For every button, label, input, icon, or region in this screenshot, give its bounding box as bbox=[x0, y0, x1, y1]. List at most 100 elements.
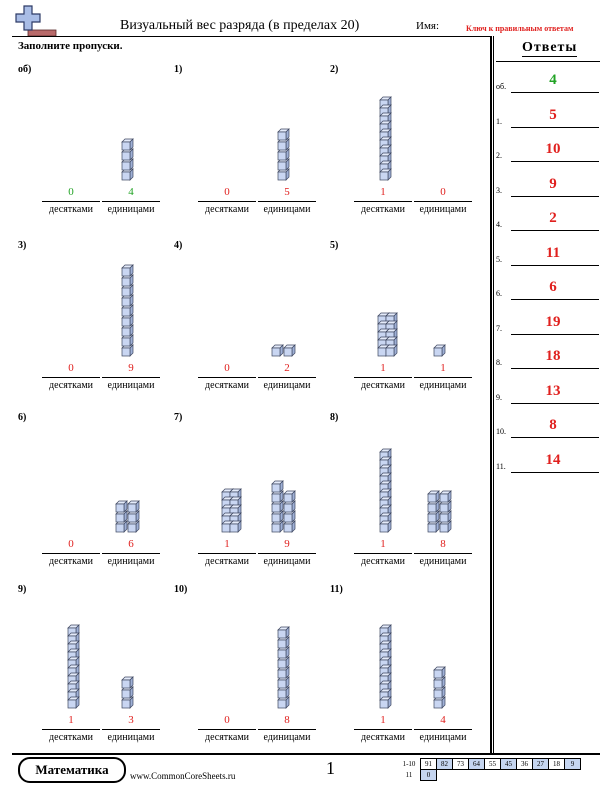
score-cell-empty bbox=[485, 770, 501, 781]
problem-number: 3) bbox=[18, 240, 27, 251]
score-cell: 0 bbox=[420, 769, 437, 781]
ones-answer-line bbox=[102, 553, 160, 554]
tens-answer-line bbox=[42, 201, 100, 202]
answer-key-number: 9. bbox=[496, 392, 502, 402]
answer-key-number: 8. bbox=[496, 358, 502, 367]
tens-answer-line bbox=[42, 729, 100, 730]
answer-key-divider bbox=[496, 61, 600, 62]
answer-key-value: 14 bbox=[545, 451, 561, 468]
page-number: 1 bbox=[326, 758, 335, 778]
ones-label: единицами bbox=[419, 380, 467, 391]
answer-key-line bbox=[511, 402, 599, 404]
score-cell: 36 bbox=[516, 758, 533, 770]
score-cell: 91 bbox=[420, 758, 437, 770]
tens-answer: 1 bbox=[380, 362, 386, 374]
ones-answer-line bbox=[258, 201, 316, 202]
ones-cubes bbox=[121, 138, 134, 181]
ones-label: единицами bbox=[107, 556, 155, 567]
answer-key-number: 1. bbox=[496, 116, 502, 126]
tens-label: десятками bbox=[204, 380, 249, 391]
ones-cubes bbox=[121, 264, 134, 357]
answer-key-number: 2. bbox=[496, 151, 502, 160]
score-cell-empty bbox=[565, 770, 581, 781]
brand-badge: Математика bbox=[18, 757, 126, 783]
tens-rod bbox=[67, 624, 80, 709]
ones-answer-line bbox=[258, 729, 316, 730]
base-ten-blocks bbox=[271, 344, 296, 357]
ones-answer: 3 bbox=[128, 714, 134, 726]
column-divider-inner bbox=[493, 36, 494, 753]
ones-answer: 1 bbox=[440, 362, 446, 374]
ones-answer-line bbox=[102, 201, 160, 202]
tens-answer-line bbox=[354, 729, 412, 730]
ones-label: единицами bbox=[263, 380, 311, 391]
tens-answer-line bbox=[354, 553, 412, 554]
answer-key-value: 6 bbox=[549, 279, 557, 295]
ones-cubes bbox=[427, 490, 452, 533]
logo-icon bbox=[15, 5, 57, 36]
answer-key-value: 9 bbox=[549, 175, 557, 192]
answer-key-number: 4. bbox=[496, 220, 502, 229]
ones-cubes bbox=[271, 480, 296, 533]
base-ten-blocks bbox=[379, 96, 392, 181]
ones-answer-line bbox=[258, 377, 316, 378]
problem-number: 6) bbox=[18, 412, 27, 423]
ones-cubes bbox=[271, 344, 296, 357]
answer-key-number: 7. bbox=[496, 323, 502, 333]
ones-answer: 9 bbox=[284, 538, 290, 550]
score-cell: 18 bbox=[548, 758, 565, 770]
answer-key-value: 11 bbox=[545, 244, 561, 261]
tens-answer: 0 bbox=[224, 186, 230, 198]
tens-answer: 0 bbox=[68, 186, 74, 198]
ones-label: единицами bbox=[263, 732, 311, 743]
ones-answer: 6 bbox=[128, 538, 134, 550]
answer-key-value: 19 bbox=[545, 313, 561, 330]
tens-label: десятками bbox=[360, 204, 405, 215]
ones-label: единицами bbox=[107, 732, 155, 743]
tens-answer-line bbox=[198, 729, 256, 730]
base-ten-blocks bbox=[67, 624, 134, 709]
answer-key-number: 5. bbox=[496, 254, 502, 264]
ones-answer: 2 bbox=[284, 362, 290, 374]
tens-answer: 0 bbox=[224, 362, 230, 374]
ones-cubes bbox=[433, 344, 446, 357]
score-cell: 27 bbox=[532, 758, 549, 770]
problem-number: 9) bbox=[18, 584, 27, 595]
answer-key-line bbox=[511, 333, 599, 335]
score-cell: 64 bbox=[468, 758, 485, 770]
score-cell-empty bbox=[517, 770, 533, 781]
tens-answer: 0 bbox=[224, 714, 230, 726]
ones-label: единицами bbox=[263, 204, 311, 215]
instruction: Заполните пропуски. bbox=[18, 40, 123, 52]
ones-label: единицами bbox=[419, 556, 467, 567]
ones-answer: 8 bbox=[284, 714, 290, 726]
tens-answer-line bbox=[198, 201, 256, 202]
score-cell: 55 bbox=[484, 758, 501, 770]
answer-key-value: 10 bbox=[545, 141, 561, 157]
base-ten-blocks bbox=[115, 500, 140, 533]
ones-label: единицами bbox=[107, 204, 155, 215]
score-cell: 82 bbox=[436, 758, 453, 770]
ones-cubes bbox=[115, 500, 140, 533]
tens-label: десятками bbox=[48, 732, 93, 743]
answer-key-line bbox=[511, 161, 599, 162]
base-ten-blocks bbox=[121, 138, 134, 181]
answer-key-line bbox=[511, 264, 599, 266]
score-cell: 45 bbox=[500, 758, 517, 770]
score-cell-empty bbox=[469, 770, 485, 781]
answer-key-note: Ключ к правильным ответам bbox=[466, 24, 574, 33]
tens-answer-line bbox=[198, 377, 256, 378]
problem-number: 1) bbox=[174, 64, 183, 75]
tens-label: десятками bbox=[360, 732, 405, 743]
base-ten-blocks bbox=[277, 626, 290, 709]
ones-cubes bbox=[121, 676, 134, 709]
tens-answer-line bbox=[198, 553, 256, 554]
tens-answer-line bbox=[42, 377, 100, 378]
score-cell-empty bbox=[501, 770, 517, 781]
ones-answer: 8 bbox=[440, 538, 446, 550]
answer-key-value: 5 bbox=[549, 106, 557, 123]
answer-key-line bbox=[511, 230, 599, 231]
base-ten-blocks bbox=[277, 128, 290, 181]
tens-label: десятками bbox=[48, 556, 93, 567]
answer-key-value: 18 bbox=[545, 348, 561, 364]
